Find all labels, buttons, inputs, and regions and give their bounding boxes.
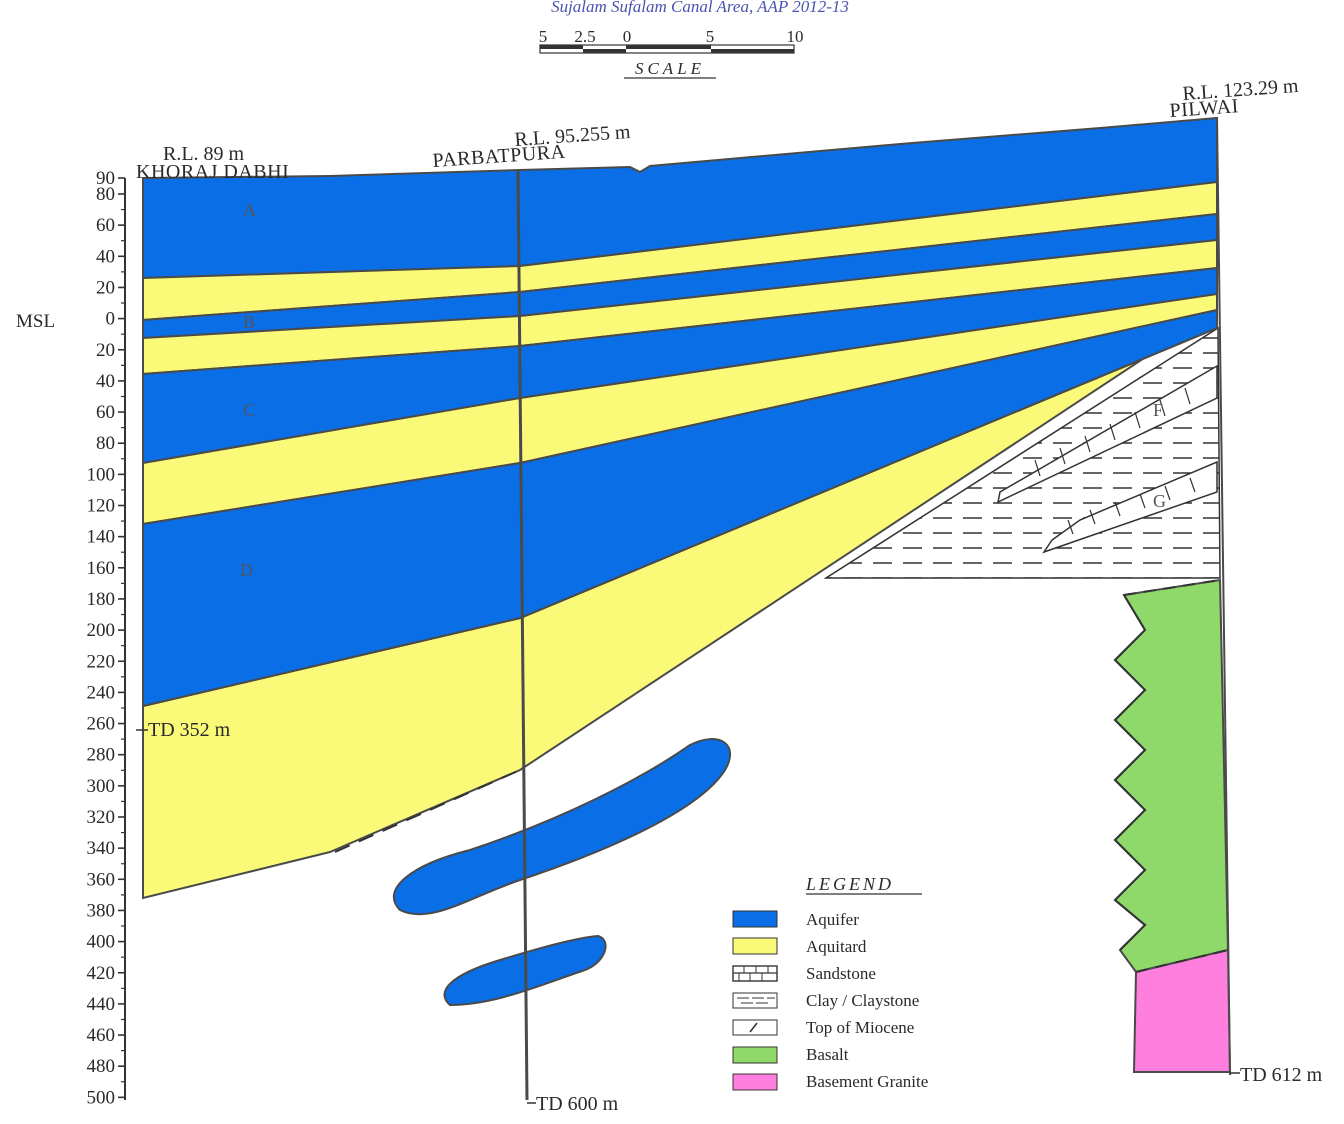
depth-tick-label: 180: [87, 589, 116, 610]
scale-bar: 5 2.5 0 5 10 SCALE: [539, 27, 804, 79]
depth-tick-label: 260: [87, 714, 116, 735]
unit-label-a: A: [243, 200, 256, 220]
depth-tick-label: 60: [96, 215, 115, 236]
aquifer-lens-1: [393, 738, 731, 916]
depth-tick-label: 120: [87, 496, 116, 517]
legend: LEGEND Aquifer Aquitard Sandstone Clay /…: [732, 874, 928, 1091]
unit-label-b: B: [243, 312, 255, 332]
depth-tick-label: 360: [87, 869, 116, 890]
depth-tick-label: 280: [87, 745, 116, 766]
scale-tick: 0: [623, 27, 632, 46]
scale-tick: 2.5: [574, 27, 595, 46]
depth-tick-label: 60: [96, 402, 115, 423]
depth-tick-label: 320: [87, 807, 116, 828]
well-td-pilwai: TD 612 m: [1240, 1064, 1323, 1086]
depth-tick-label: 40: [96, 246, 115, 267]
depth-tick-label: 300: [87, 776, 116, 797]
depth-tick-label: 440: [87, 994, 116, 1015]
legend-swatch-granite: [732, 1073, 778, 1091]
legend-label-basalt: Basalt: [806, 1045, 849, 1064]
unit-label-c: C: [243, 400, 255, 420]
depth-tick-label: 140: [87, 527, 116, 548]
scale-tick: 10: [787, 27, 804, 46]
depth-tick-label: 90: [96, 168, 115, 189]
msl-label: MSL: [16, 311, 55, 332]
scale-tick: 5: [706, 27, 715, 46]
legend-swatch-aquitard: [732, 937, 778, 955]
legend-label-aquitard: Aquitard: [806, 937, 867, 956]
depth-tick-label: 500: [87, 1087, 116, 1108]
depth-tick-label: 0: [106, 309, 116, 330]
well-line-parbatpura: [516, 169, 529, 1101]
legend-label-granite: Basement Granite: [806, 1072, 928, 1091]
depth-tick-label: 380: [87, 900, 116, 921]
depth-tick-label: 40: [96, 371, 115, 392]
sandstone-lens-f: [996, 364, 1218, 504]
legend-title: LEGEND: [805, 874, 894, 894]
depth-tick-label: 240: [87, 682, 116, 703]
legend-label-sandstone: Sandstone: [806, 964, 876, 983]
depth-tick-label: 80: [96, 184, 115, 205]
depth-tick-label: 20: [96, 277, 115, 298]
granite-column: [1132, 948, 1232, 1073]
legend-swatch-aquifer: [732, 910, 778, 928]
well-td-parbatpura: TD 600 m: [536, 1093, 619, 1115]
legend-swatch-basalt: [732, 1046, 778, 1064]
depth-tick-label: 420: [87, 963, 116, 984]
claystone-zone: [823, 326, 1221, 579]
unit-label-d: D: [240, 560, 253, 580]
legend-label-clay: Clay / Claystone: [806, 991, 919, 1010]
unit-label-f: F: [1153, 400, 1163, 420]
legend-swatch-clay: [732, 992, 778, 1009]
depth-tick-label: 20: [96, 340, 115, 361]
depth-tick-label: 100: [87, 464, 116, 485]
depth-tick-label: 80: [96, 433, 115, 454]
well-name-khoraj: KHORAJ DABHI: [136, 161, 289, 183]
well-line-pilwai: [1216, 117, 1231, 1076]
depth-tick-label: 340: [87, 838, 116, 859]
depth-tick-label: 400: [87, 932, 116, 953]
legend-swatch-miocene: [732, 1019, 778, 1036]
scale-tick: 5: [539, 27, 548, 46]
depth-tick-label: 220: [87, 651, 116, 672]
depth-tick-label: 480: [87, 1056, 116, 1077]
depth-axis: 9080604020020406080100120140160180200220…: [87, 168, 126, 1108]
depth-tick-label: 460: [87, 1025, 116, 1046]
header-text: Sujalam Sufalam Canal Area, AAP 2012-13: [551, 0, 849, 16]
well-td-khoraj: TD 352 m: [148, 719, 231, 741]
well-name-pilwai: PILWAI: [1169, 95, 1240, 122]
legend-label-miocene: Top of Miocene: [806, 1018, 914, 1037]
well-name-parbatpura: PARBATPURA: [432, 141, 566, 172]
unit-label-g: G: [1153, 491, 1166, 511]
depth-tick-label: 160: [87, 558, 116, 579]
legend-swatch-sandstone: [732, 965, 778, 982]
depth-tick-label: 200: [87, 620, 116, 641]
scale-label: SCALE: [635, 59, 705, 78]
well-rl-khoraj: R.L. 89 m: [163, 143, 245, 165]
legend-label-aquifer: Aquifer: [806, 910, 859, 929]
strata: [142, 116, 1218, 900]
sandstone-lens-g: [1042, 460, 1218, 554]
inferred-boundary: [334, 769, 521, 853]
